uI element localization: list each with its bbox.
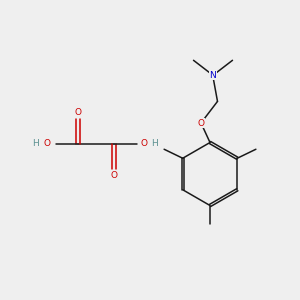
- Text: O: O: [74, 108, 82, 117]
- Text: N: N: [210, 71, 216, 80]
- Text: O: O: [110, 171, 118, 180]
- Text: H: H: [151, 140, 158, 148]
- Text: O: O: [197, 118, 205, 127]
- Text: H: H: [32, 140, 39, 148]
- Text: O: O: [140, 140, 148, 148]
- Text: O: O: [43, 140, 50, 148]
